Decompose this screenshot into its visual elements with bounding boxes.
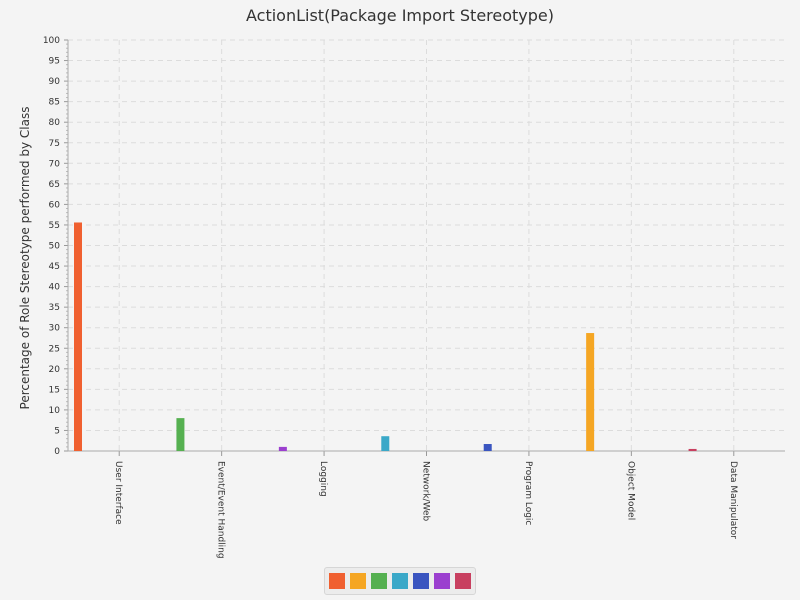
x-tick-label: Object Model [625, 461, 635, 520]
bar [688, 448, 697, 451]
y-tick-label: 50 [49, 242, 61, 252]
y-tick-label: 70 [49, 159, 61, 169]
y-tick-label: 20 [49, 365, 61, 375]
x-tick-label: Event/Event Handling [216, 461, 226, 559]
x-tick-label: Logging [318, 461, 328, 497]
y-tick-label: 100 [43, 36, 60, 46]
bar [74, 222, 82, 451]
y-tick-label: 75 [49, 139, 60, 149]
y-tick-label: 10 [49, 406, 61, 416]
bar [278, 446, 287, 451]
y-tick-label: 80 [49, 118, 61, 128]
x-tick-label: User Interface [113, 461, 123, 525]
y-tick-label: 0 [54, 447, 60, 457]
bar-layer [74, 222, 697, 451]
chart-title: ActionList(Package Import Stereotype) [245, 6, 555, 25]
bar [483, 444, 492, 451]
y-tick-label: 40 [49, 283, 61, 293]
legend-swatch [350, 573, 366, 589]
y-tick-label: 25 [49, 344, 60, 354]
legend-swatch [329, 573, 345, 589]
y-tick-label: 55 [49, 221, 60, 231]
legend-swatch [413, 573, 429, 589]
legend-swatch [434, 573, 450, 589]
y-tick-label: 5 [54, 426, 60, 436]
x-tick-label: Program Logic [523, 461, 533, 525]
y-tick-label: 90 [49, 77, 61, 87]
x-tick-label: Data Manipulator [728, 461, 738, 539]
y-tick-label: 85 [49, 98, 60, 108]
legend-swatch [371, 573, 387, 589]
legend-swatch [455, 573, 471, 589]
axis-layer [64, 39, 785, 456]
y-tick-label: 45 [49, 262, 60, 272]
label-layer: 0 5 10 15 20 25 30 35 40 45 50 55 60 65 70 75 80 85 90 95 10… [43, 36, 738, 559]
y-tick-label: 35 [49, 303, 60, 313]
bar [586, 333, 595, 451]
grid-layer [68, 39, 785, 451]
bar [176, 418, 185, 451]
y-tick-label: 15 [49, 385, 60, 395]
bar [381, 436, 390, 451]
legend-swatch [392, 573, 408, 589]
y-tick-label: 95 [49, 57, 60, 67]
y-tick-label: 60 [49, 200, 61, 210]
y-tick-label: 65 [49, 180, 60, 190]
y-tick-label: 30 [49, 324, 61, 334]
legend [324, 567, 476, 595]
x-tick-label: Network/Web [421, 461, 431, 522]
